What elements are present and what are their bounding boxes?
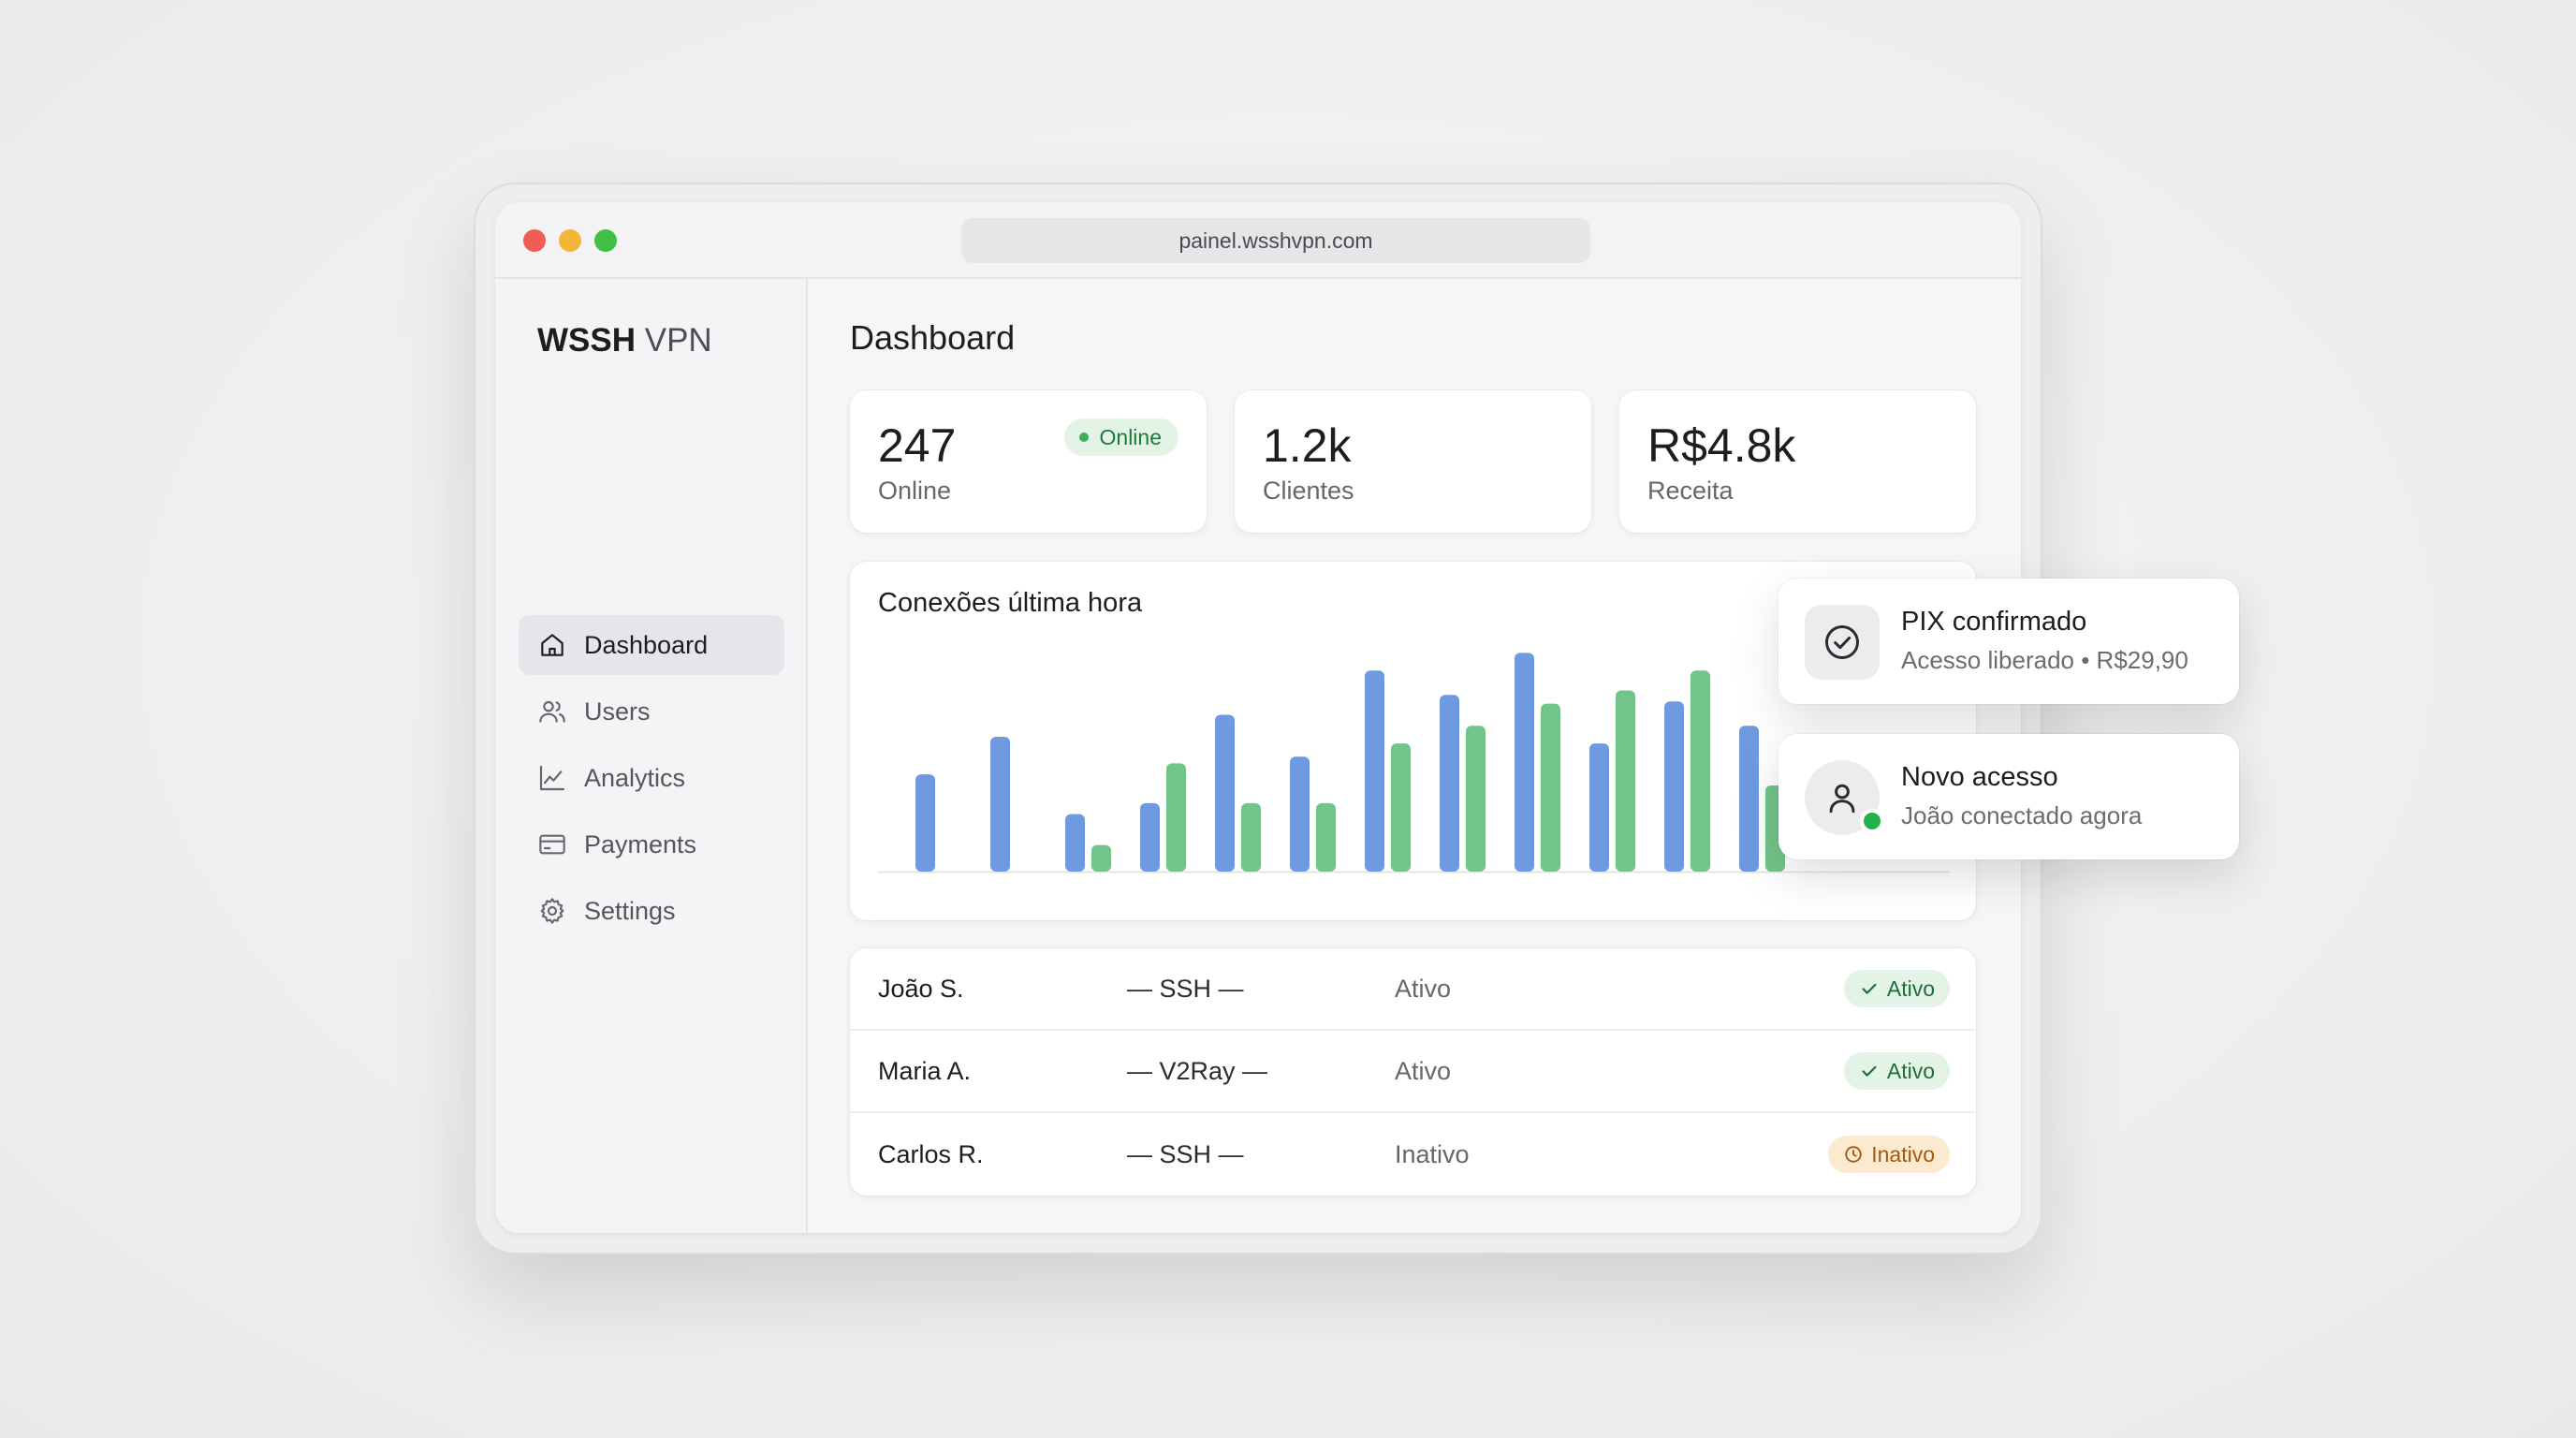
sidebar-item-label: Dashboard bbox=[584, 630, 709, 659]
table-row[interactable]: João S. — SSH — Ativo Ativo bbox=[850, 948, 1976, 1031]
status-badge: Ativo bbox=[1843, 1052, 1950, 1090]
protocol: — V2Ray — bbox=[1127, 1056, 1268, 1085]
blue-bar-9 bbox=[1589, 743, 1609, 872]
analytics-icon bbox=[539, 765, 565, 791]
chart-title: Conexões última hora bbox=[878, 588, 1143, 618]
sidebar-item-label: Analytics bbox=[584, 763, 686, 792]
blue-bar-7 bbox=[1440, 695, 1459, 872]
sidebar-item-settings[interactable]: Settings bbox=[519, 881, 784, 941]
connections-bar-chart bbox=[878, 653, 1950, 873]
blue-bar-3 bbox=[1140, 802, 1160, 872]
brand-name: WSSH bbox=[537, 322, 636, 359]
maximize-window-button[interactable] bbox=[594, 229, 617, 252]
user-name: João S. bbox=[878, 974, 964, 1003]
user-name: Carlos R. bbox=[878, 1139, 984, 1168]
blue-bar-1 bbox=[990, 737, 1010, 872]
check-circle-icon bbox=[1825, 625, 1859, 659]
green-bar-9 bbox=[1616, 690, 1635, 872]
status-badge-label: Inativo bbox=[1871, 1141, 1935, 1167]
stat-card-receita: R$4.8k Receita bbox=[1619, 390, 1976, 533]
address-bar[interactable]: painel.wsshvpn.com bbox=[961, 218, 1590, 263]
users-icon bbox=[539, 700, 565, 723]
blue-bar-2 bbox=[1065, 814, 1085, 872]
status-text: Ativo bbox=[1395, 974, 1452, 1003]
home-icon bbox=[541, 634, 564, 656]
blue-bar-10 bbox=[1664, 701, 1684, 872]
blue-bar-8 bbox=[1515, 653, 1534, 872]
blue-bar-6 bbox=[1365, 670, 1384, 872]
page-title: Dashboard bbox=[850, 318, 1016, 357]
online-status-dot bbox=[1860, 809, 1884, 833]
status-badge-label: Ativo bbox=[1886, 976, 1935, 1001]
status-text: Inativo bbox=[1395, 1139, 1470, 1168]
sidebar-item-label: Payments bbox=[584, 829, 697, 858]
clock-icon bbox=[1845, 1146, 1862, 1163]
status-text: Ativo bbox=[1395, 1056, 1452, 1085]
stat-value: 247 bbox=[878, 419, 957, 472]
status-badge: Online bbox=[1063, 418, 1178, 456]
stat-label: Receita bbox=[1647, 477, 1734, 505]
green-bar-3 bbox=[1166, 763, 1186, 872]
green-bar-5 bbox=[1316, 802, 1336, 872]
green-bar-7 bbox=[1466, 726, 1486, 872]
notification-new-access[interactable]: Novo acesso João conectado agora bbox=[1778, 734, 2239, 859]
brand-logo: WSSH VPN bbox=[537, 322, 712, 360]
table-row[interactable]: Carlos R. — SSH — Inativo Inativo bbox=[850, 1113, 1976, 1196]
notification-pix[interactable]: PIX confirmado Acesso liberado • R$29,90 bbox=[1778, 579, 2239, 704]
gear-icon bbox=[540, 898, 564, 924]
stat-card-online: 247 Online Online bbox=[850, 390, 1207, 533]
sidebar-item-label: Settings bbox=[584, 896, 676, 925]
green-bar-2 bbox=[1091, 844, 1111, 872]
sidebar-item-analytics[interactable]: Analytics bbox=[519, 748, 784, 808]
stat-label: Online bbox=[878, 477, 952, 505]
blue-bar-0 bbox=[915, 774, 935, 872]
toast-icon-box bbox=[1805, 605, 1880, 680]
blue-bar-5 bbox=[1290, 756, 1310, 872]
close-window-button[interactable] bbox=[523, 229, 546, 252]
stat-value: 1.2k bbox=[1263, 419, 1352, 472]
sidebar-item-users[interactable]: Users bbox=[519, 682, 784, 741]
blue-bar-4 bbox=[1215, 714, 1235, 872]
connections-table: João S. — SSH — Ativo Ativo Maria A. — V… bbox=[850, 948, 1976, 1196]
user-name: Maria A. bbox=[878, 1056, 972, 1085]
sidebar-item-dashboard[interactable]: Dashboard bbox=[519, 615, 784, 675]
notification-subtitle: Acesso liberado • R$29,90 bbox=[1901, 646, 2188, 674]
notification-title: PIX confirmado bbox=[1901, 607, 2087, 637]
green-bar-4 bbox=[1241, 802, 1261, 872]
browser-window: painel.wsshvpn.com WSSH VPN Dashboard Us… bbox=[495, 202, 2021, 1233]
stat-label: Clientes bbox=[1263, 477, 1354, 505]
brand-suffix: VPN bbox=[644, 322, 712, 359]
stat-card-clientes: 1.2k Clientes bbox=[1235, 390, 1591, 533]
user-avatar-icon bbox=[1829, 784, 1855, 814]
notification-title: Novo acesso bbox=[1901, 762, 2058, 792]
green-bar-10 bbox=[1690, 670, 1710, 872]
stat-value: R$4.8k bbox=[1647, 419, 1796, 472]
check-icon bbox=[1862, 1065, 1877, 1077]
online-dot-icon bbox=[1078, 433, 1089, 442]
status-badge: Inativo bbox=[1828, 1136, 1950, 1173]
protocol: — SSH — bbox=[1127, 974, 1244, 1003]
table-row[interactable]: Maria A. — V2Ray — Ativo Ativo bbox=[850, 1031, 1976, 1113]
sidebar-item-label: Users bbox=[584, 697, 651, 726]
status-badge-label: Ativo bbox=[1886, 1058, 1935, 1083]
green-bar-6 bbox=[1391, 743, 1411, 872]
notification-subtitle: João conectado agora bbox=[1901, 801, 2143, 829]
sidebar: WSSH VPN Dashboard Users Analytics Payme… bbox=[495, 279, 808, 1233]
sidebar-item-payments[interactable]: Payments bbox=[519, 814, 784, 874]
title-bar: painel.wsshvpn.com bbox=[495, 202, 2021, 279]
credit-card-icon bbox=[539, 834, 565, 855]
status-badge: Ativo bbox=[1843, 970, 1950, 1007]
check-icon bbox=[1862, 983, 1877, 994]
blue-bar-11 bbox=[1739, 726, 1759, 872]
minimize-window-button[interactable] bbox=[559, 229, 581, 252]
green-bar-8 bbox=[1541, 703, 1560, 872]
protocol: — SSH — bbox=[1127, 1139, 1244, 1168]
status-badge-label: Online bbox=[1099, 424, 1162, 449]
